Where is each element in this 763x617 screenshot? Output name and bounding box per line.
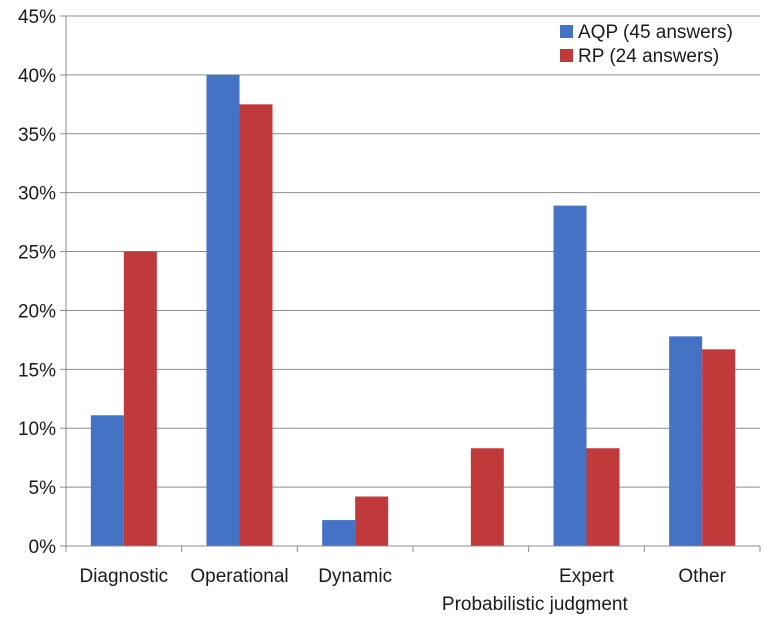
bar-aqp-operational [206, 74, 240, 546]
x-category-label: Diagnostic [79, 566, 168, 587]
bar-rp-diagnostic [123, 251, 157, 547]
bar-rp-other [702, 349, 736, 546]
bar-aqp-expert [553, 205, 587, 546]
bar-aqp-dynamic [322, 520, 356, 546]
x-category-label: Expert [559, 566, 615, 587]
bar-rp-expert [586, 448, 620, 546]
y-tick-label: 30% [18, 184, 56, 205]
y-tick-label: 15% [18, 360, 56, 381]
bar-rp-operational [239, 104, 273, 546]
y-tick-label: 35% [18, 125, 56, 146]
x-category-label: Operational [190, 566, 288, 587]
bar-rp-probabilistic-judgment [470, 448, 504, 546]
x-category-label: Dynamic [318, 566, 392, 587]
legend-swatch [560, 25, 573, 38]
y-tick-label: 5% [29, 478, 57, 499]
x-category-label: Other [678, 566, 726, 587]
bar-rp-dynamic [355, 496, 389, 546]
y-tick-label: 10% [18, 419, 56, 440]
bar-aqp-other [669, 336, 703, 546]
y-tick-label: 0% [29, 537, 57, 558]
y-tick-label: 45% [18, 7, 56, 28]
x-category-label: Probabilistic judgment [442, 594, 629, 615]
y-tick-label: 20% [18, 301, 56, 322]
bars [90, 74, 736, 547]
axes [60, 15, 761, 552]
legend-swatch [560, 49, 573, 62]
gridlines [66, 15, 760, 488]
y-tick-labels: 0% 5% 10% 15% 20% 25% 30% 35% 40% 45% [18, 7, 56, 558]
x-category-labels: Diagnostic Operational Dynamic Probabilisti… [79, 566, 726, 615]
y-tick-label: 40% [18, 66, 56, 87]
legend-label: AQP (45 answers) [578, 22, 733, 43]
legend: AQP (45 answers) RP (24 answers) [560, 22, 733, 67]
y-tick-label: 25% [18, 243, 56, 264]
bar-aqp-diagnostic [90, 415, 124, 546]
legend-label: RP (24 answers) [578, 46, 719, 67]
